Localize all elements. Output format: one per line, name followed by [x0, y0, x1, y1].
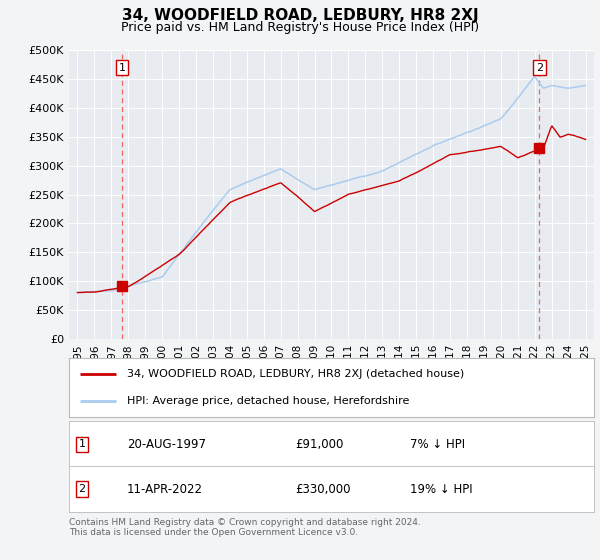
Text: 2: 2	[536, 63, 543, 73]
Text: £330,000: £330,000	[295, 483, 350, 496]
Text: 7% ↓ HPI: 7% ↓ HPI	[410, 438, 466, 451]
Text: 1: 1	[79, 440, 86, 449]
Text: Contains HM Land Registry data © Crown copyright and database right 2024.
This d: Contains HM Land Registry data © Crown c…	[69, 518, 421, 538]
Text: £91,000: £91,000	[295, 438, 343, 451]
Text: Price paid vs. HM Land Registry's House Price Index (HPI): Price paid vs. HM Land Registry's House …	[121, 21, 479, 34]
Text: 19% ↓ HPI: 19% ↓ HPI	[410, 483, 473, 496]
Text: HPI: Average price, detached house, Herefordshire: HPI: Average price, detached house, Here…	[127, 396, 409, 407]
Text: 2: 2	[79, 484, 86, 494]
Text: 34, WOODFIELD ROAD, LEDBURY, HR8 2XJ (detached house): 34, WOODFIELD ROAD, LEDBURY, HR8 2XJ (de…	[127, 369, 464, 379]
Text: 20-AUG-1997: 20-AUG-1997	[127, 438, 206, 451]
Text: 1: 1	[119, 63, 125, 73]
Text: 11-APR-2022: 11-APR-2022	[127, 483, 203, 496]
Text: 34, WOODFIELD ROAD, LEDBURY, HR8 2XJ: 34, WOODFIELD ROAD, LEDBURY, HR8 2XJ	[122, 8, 478, 24]
